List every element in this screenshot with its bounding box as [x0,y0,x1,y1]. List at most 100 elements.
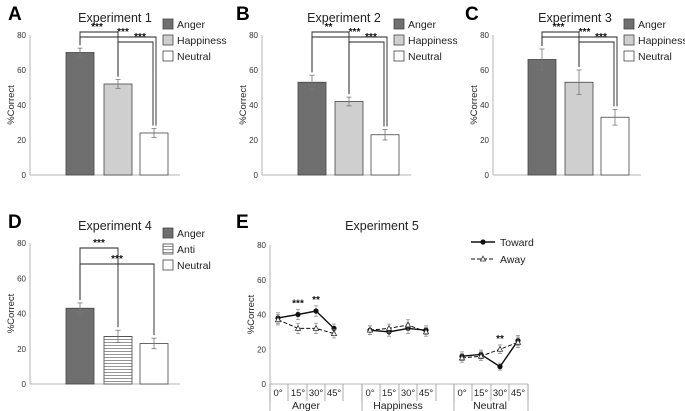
legend-label: Anger [177,228,206,240]
legend-label: Happiness [638,35,685,47]
x-angle-label: 0° [273,388,282,399]
y-tick-label: 0 [254,171,259,180]
significance-label: *** [111,254,123,265]
y-tick-label: 20 [17,136,26,145]
y-axis-title: %Correct [238,85,249,125]
series-line-toward [461,340,519,368]
y-axis-title: %Correct [6,293,17,333]
legend-swatch [623,50,635,62]
legend-swatch [393,50,405,62]
significance-bracket [79,36,157,126]
data-point-away [477,352,485,359]
significance-bracket [541,36,618,107]
y-tick-label: 0 [22,171,27,180]
significance-bracket [348,41,385,127]
bar-happiness [564,81,594,176]
significance-label: *** [91,22,103,33]
significance-label: *** [595,32,607,43]
significance-label: *** [117,27,129,38]
legend-label: Happiness [177,35,227,47]
data-point-toward [497,364,503,370]
data-point-away [404,321,412,328]
significance-label: *** [292,298,304,309]
bar-anger [527,59,557,176]
significance-label: ** [312,295,320,306]
data-point-away [330,329,338,337]
significance-label: *** [365,32,377,43]
y-tick-label: 0 [485,171,490,180]
legend-label: Anger [177,19,206,31]
y-tick-label: 0 [22,380,27,389]
legend-swatch [393,34,405,46]
panel-letter: A [8,4,22,25]
y-axis-title: %Correct [6,85,17,125]
significance-label: *** [579,27,591,38]
y-tick-label: 60 [257,276,266,285]
legend-label: Anti [177,244,195,256]
legend-label: Anger [638,19,667,31]
y-tick-label: 20 [257,345,266,354]
x-angle-label: 45° [327,388,342,399]
legend-marker [480,239,486,245]
panel-title: Experiment 4 [78,219,152,233]
data-point-away [312,324,320,331]
legend-label: Neutral [408,51,442,63]
series-line-toward [277,310,335,329]
significance-bracket [578,41,615,107]
y-tick-label: 40 [249,101,258,110]
x-angle-label: 30° [309,388,324,399]
panel-title: Experiment 2 [307,11,381,25]
bar-anger [65,52,95,176]
y-tick-label: 20 [17,345,26,354]
bar-neutral [600,116,630,176]
x-angle-label: 30° [401,388,416,399]
series-line-toward [369,327,427,333]
significance-bracket [311,36,388,127]
y-tick-label: 80 [17,239,26,248]
series-line-away [369,324,427,333]
y-tick-label: 40 [17,101,26,110]
legend-label: Happiness [408,35,458,47]
legend-label: Neutral [177,260,211,272]
x-group-label: Anger [292,400,321,411]
data-point-away [514,338,522,345]
y-tick-label: 80 [257,241,266,250]
bar-neutral [139,132,169,176]
x-angle-label: 45° [419,388,434,399]
panel-letter: D [8,212,22,233]
series-line-away [461,341,519,359]
significance-label: ** [325,22,333,33]
bar-happiness [334,101,364,176]
legend-swatch [162,34,174,46]
data-point-away [385,324,393,331]
significance-label: *** [349,27,361,38]
data-point-away [422,328,430,335]
panel-c: C Experiment 3 0 20 40 60 80 %Correct *** *** *** A… [465,4,685,180]
y-tick-label: 60 [249,66,258,75]
x-group-label: Happiness [373,400,423,411]
y-tick-label: 0 [262,380,267,389]
data-point-away [366,326,374,333]
data-point-away [294,324,302,331]
data-point-away [496,345,504,352]
legend-label: Toward [500,237,534,249]
y-tick-label: 20 [249,136,258,145]
y-tick-label: 60 [17,274,26,283]
y-tick-label: 20 [480,136,489,145]
x-angle-label: 30° [493,388,508,399]
legend-swatch [162,18,174,30]
y-tick-label: 80 [249,31,258,40]
x-angle-label: 45° [511,388,526,399]
legend-swatch [162,259,174,271]
x-angle-label: 0° [457,388,466,399]
legend-swatch [162,50,174,62]
y-tick-label: 60 [17,66,26,75]
bar-anger [65,307,95,385]
significance-label: ** [496,334,504,345]
bar-happiness [103,83,133,176]
bar-neutral [139,343,169,385]
y-tick-label: 60 [480,66,489,75]
data-point-toward [295,311,301,318]
